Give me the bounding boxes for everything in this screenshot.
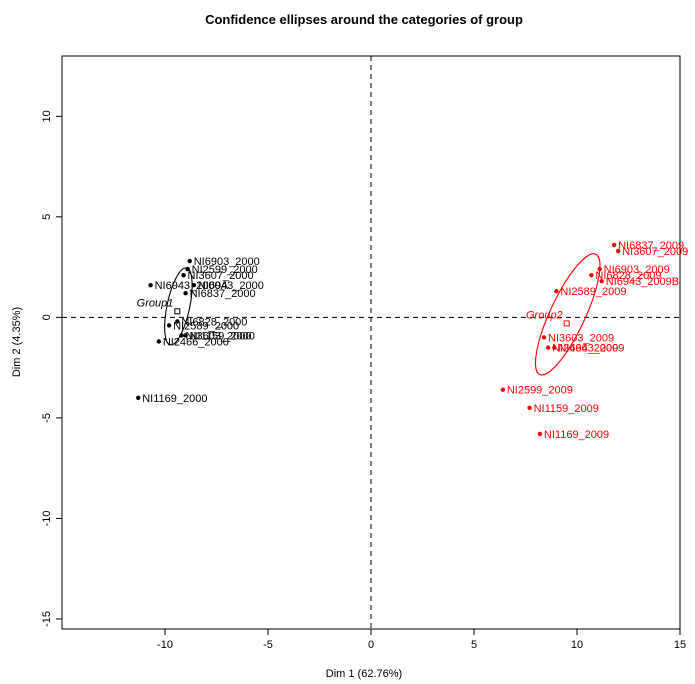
data-points: Group1NI6903_2000NI2599_2000NI3607_2000N… <box>136 240 688 441</box>
point-label: NI2589_2009 <box>560 286 626 298</box>
group-label: Group2 <box>526 309 563 321</box>
point-label: NI6903_2009 <box>604 264 670 276</box>
y-tick-label: 5 <box>41 214 53 220</box>
point-label: NI2466_2009 <box>552 343 618 355</box>
data-point <box>545 345 551 350</box>
point-label: NI1169_2000 <box>142 393 207 405</box>
group-centroid <box>563 320 570 327</box>
point-label: NI6943_2009 <box>558 343 624 355</box>
point-label: NI2466_2000 <box>163 336 229 348</box>
data-point <box>183 291 188 296</box>
point-label: NI2599_2009 <box>507 385 573 397</box>
x-tick-label: 5 <box>471 639 477 651</box>
data-point <box>183 333 188 338</box>
data-point <box>599 278 604 284</box>
data-point <box>185 266 190 272</box>
chart-title: Confidence ellipses around the categorie… <box>205 12 523 27</box>
data-point <box>527 405 532 411</box>
data-point <box>552 345 557 350</box>
data-point <box>500 387 506 392</box>
point-label: NI2599_2000 <box>192 264 258 276</box>
point-label: NI3603_2009 <box>548 332 614 344</box>
data-point <box>181 272 186 278</box>
point-label: NI1159_2009 <box>534 403 599 415</box>
y-tick-label: 0 <box>41 314 53 320</box>
y-tick-label: -10 <box>41 510 53 526</box>
x-tick-label: 0 <box>368 639 374 651</box>
data-point <box>589 272 594 278</box>
data-point <box>597 266 602 272</box>
y-tick-label: -15 <box>41 611 53 627</box>
x-tick-label: 10 <box>571 639 583 651</box>
axis-ticks: -10 -5 0 5 10 15 -15 -10 -5 0 5 10 <box>41 110 686 651</box>
point-label: NI1169_2009 <box>544 429 609 441</box>
data-point <box>191 283 197 288</box>
y-tick-label: -5 <box>41 413 53 423</box>
y-tick-label: 10 <box>41 110 53 122</box>
x-tick-label: -10 <box>157 639 173 651</box>
point-label: NI6828_2009 <box>595 270 661 282</box>
point-label: NI6903_2000 <box>194 256 260 268</box>
data-point <box>166 323 172 328</box>
point-label: NI2589_2000 <box>173 320 239 332</box>
data-point <box>537 431 543 437</box>
x-axis-label: Dim 1 (62.76%) <box>326 668 402 680</box>
x-tick-label: -5 <box>263 639 273 651</box>
point-label: NI6943_2009B <box>606 276 679 288</box>
confidence-ellipse-2 <box>534 253 601 376</box>
point-label: NI6837_2009 <box>618 240 684 252</box>
data-point <box>156 339 162 344</box>
point-label: NI6828_2000 <box>181 316 247 328</box>
point-label: NI3607_2009 <box>622 246 688 258</box>
data-point <box>136 395 141 400</box>
point-label: NI6837_2000 <box>190 288 256 300</box>
data-point <box>616 248 621 254</box>
data-point <box>175 319 180 324</box>
data-point <box>554 289 559 294</box>
data-point <box>187 258 192 264</box>
point-label: NI6943_2000 <box>198 280 264 292</box>
y-axis-label: Dim 2 (4.35%) <box>11 307 23 377</box>
point-label: NI3603_2000 <box>185 330 251 342</box>
data-point <box>148 283 153 288</box>
x-tick-label: 15 <box>674 639 686 651</box>
group-centroid <box>174 308 181 315</box>
point-label: NI6943_2000A <box>155 280 229 292</box>
point-label: NI1159_2000 <box>190 330 255 342</box>
data-point <box>611 242 617 248</box>
group-label: Group1 <box>137 297 174 309</box>
data-point <box>179 333 184 338</box>
data-point <box>541 335 547 340</box>
point-label: NI3607_2000 <box>188 270 254 282</box>
